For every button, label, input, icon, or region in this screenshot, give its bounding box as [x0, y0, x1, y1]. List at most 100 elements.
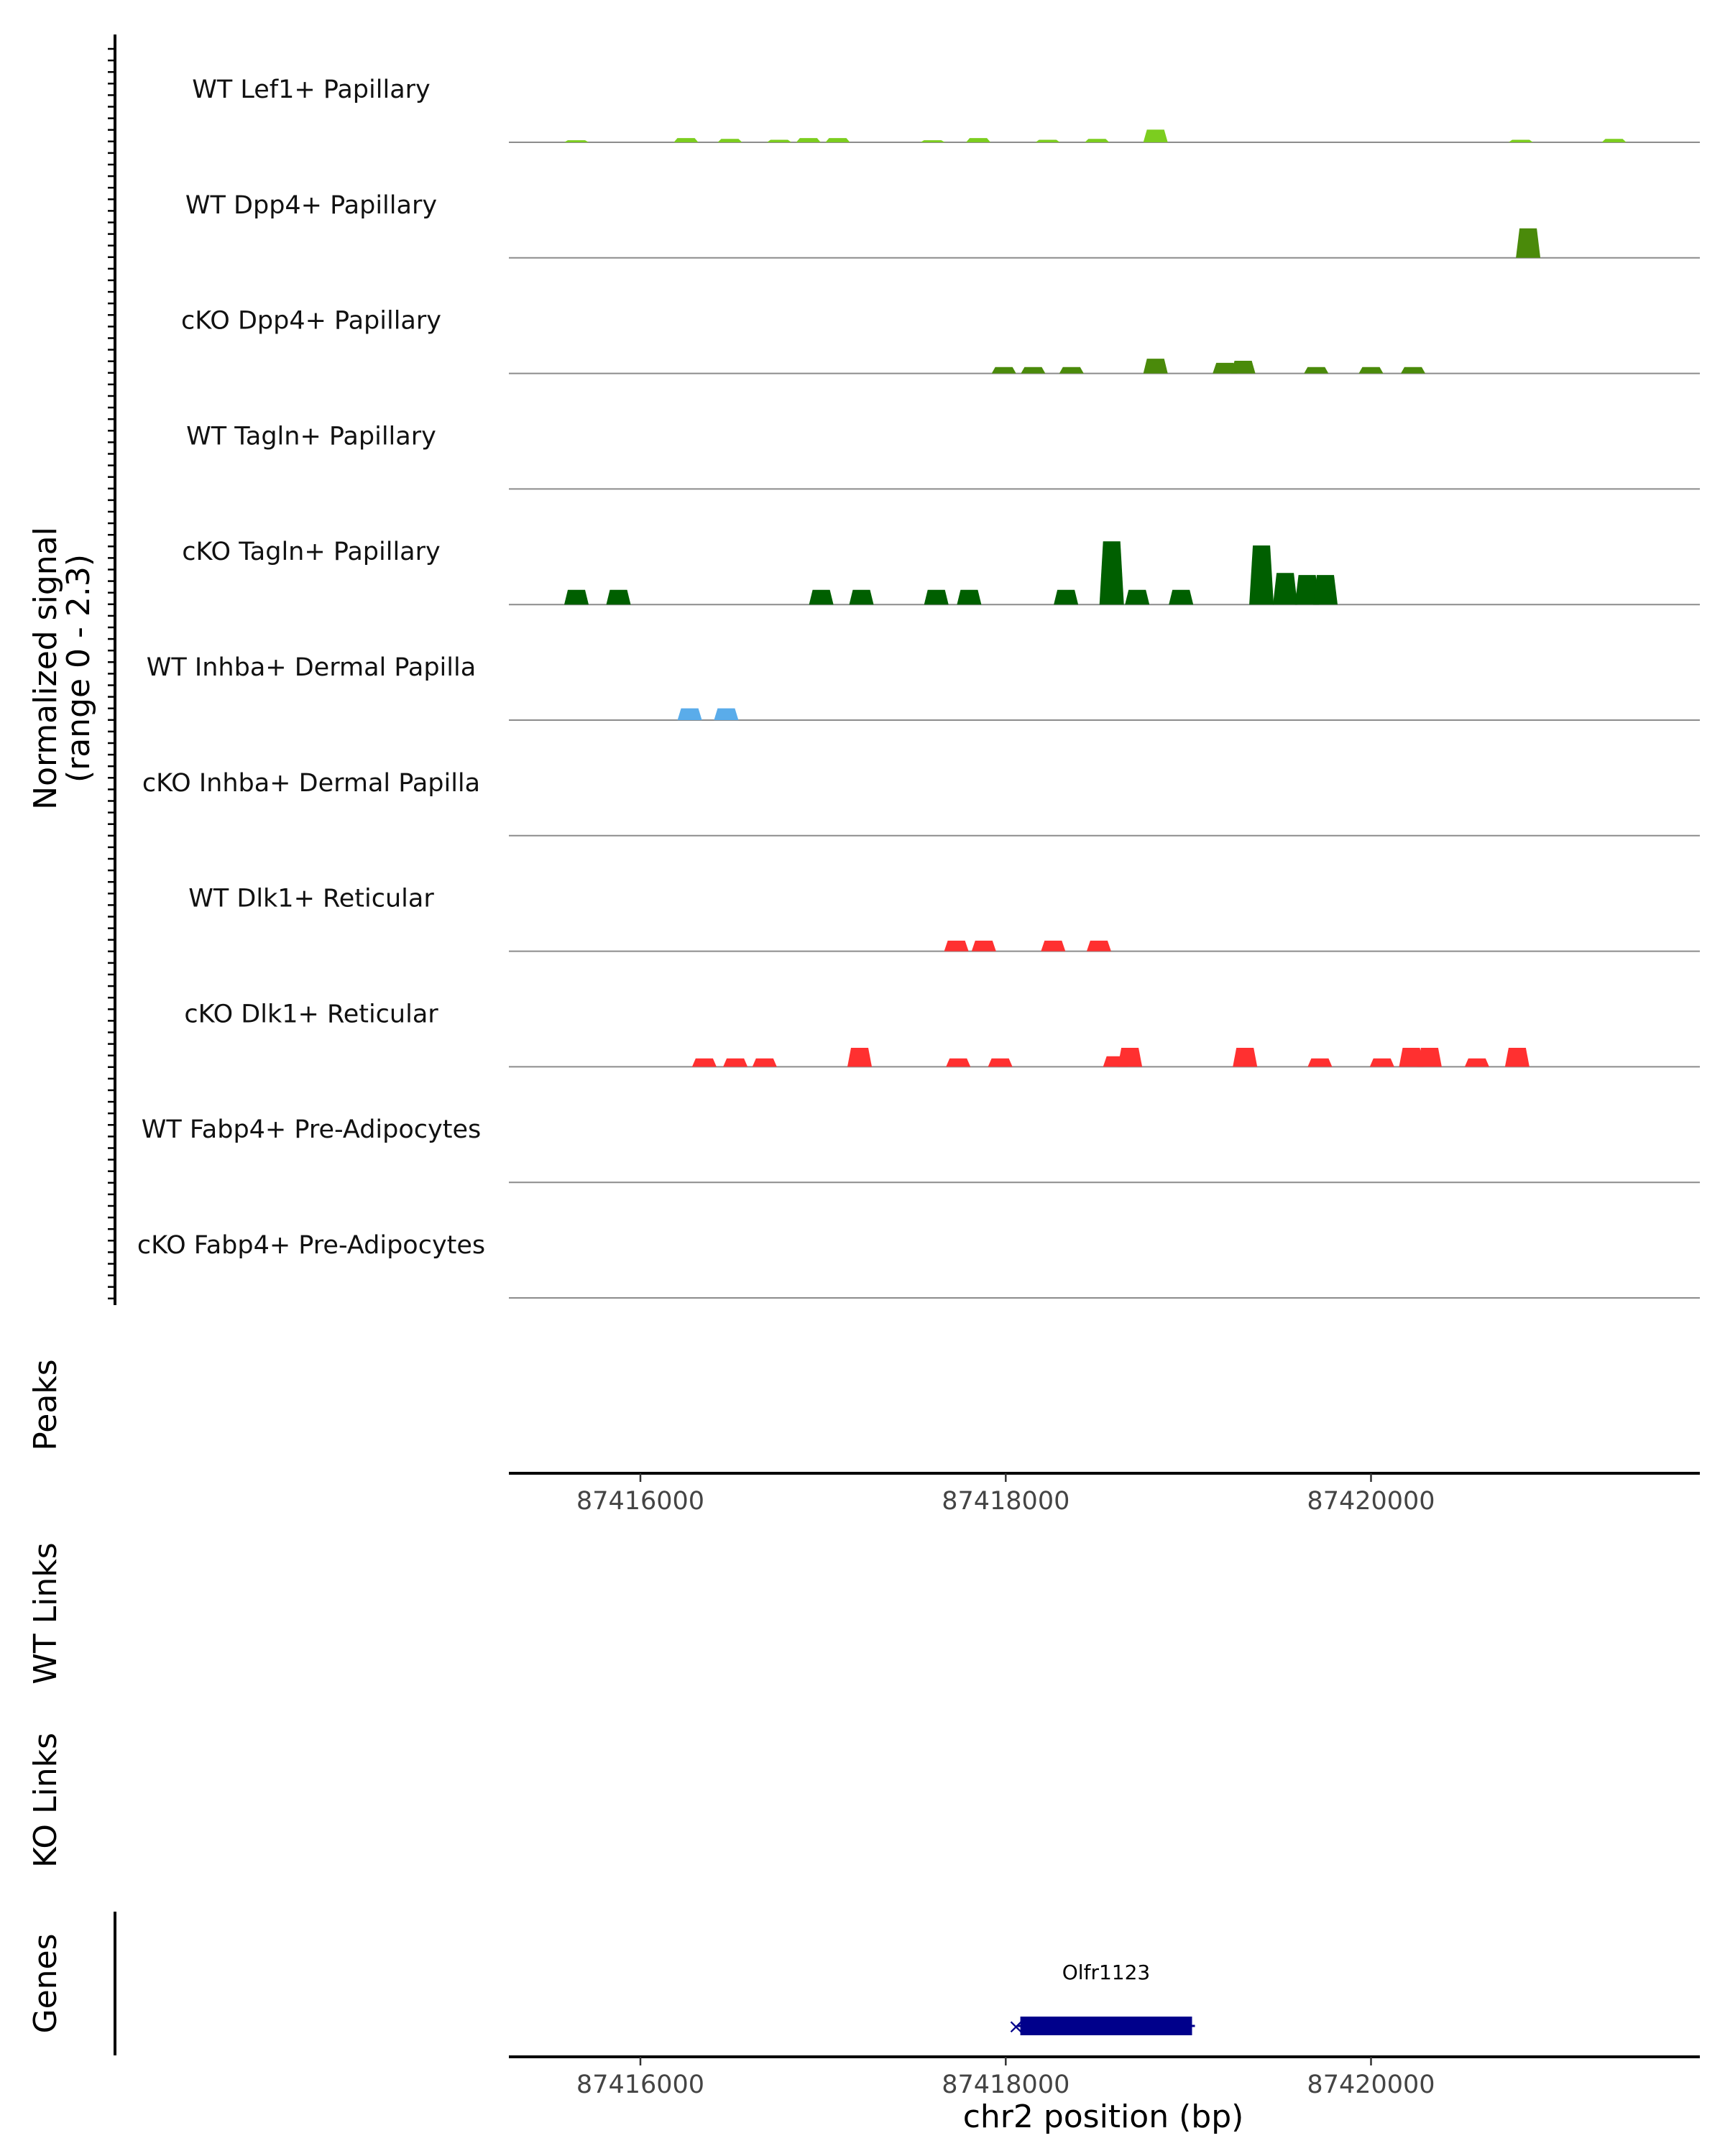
- track-wt-inhba-dermal-papilla: WT Inhba+ Dermal Papilla: [147, 653, 1700, 721]
- track-wt-dlk1-reticular: WT Dlk1+ Reticular: [188, 885, 1700, 952]
- signal-peak: [1213, 362, 1238, 374]
- signal-peak: [1059, 367, 1084, 374]
- x-tick-label: 87416000: [576, 2070, 704, 2099]
- signal-peak: [1294, 575, 1320, 605]
- coverage-tracks: WT Lef1+ Papillary WT Dpp4+ Papillary cKO …: [137, 75, 1700, 1299]
- signal-peak: [1230, 361, 1256, 374]
- signal-peak: [847, 1048, 872, 1067]
- signal-peak: [767, 139, 792, 142]
- track-cko-dpp4-papillary: cKO Dpp4+ Papillary: [181, 307, 1700, 374]
- signal-peak: [1169, 589, 1194, 605]
- signal-peak: [924, 589, 949, 605]
- signal-peak: [1307, 1058, 1333, 1067]
- signal-peak: [717, 139, 742, 142]
- signal-peak: [1021, 367, 1046, 374]
- gene-track: × Olfr1123: [1008, 1961, 1195, 2038]
- signal-peak: [564, 589, 589, 605]
- track-cko-tagln-papillary: cKO Tagln+ Papillary: [182, 538, 1700, 606]
- x-axis-title: chr2 position (bp): [963, 2099, 1244, 2135]
- signal-peak: [714, 708, 739, 720]
- signal-peak: [752, 1058, 777, 1067]
- track-label: WT Fabp4+ Pre-Adipocytes: [142, 1115, 481, 1144]
- signal-peak: [825, 138, 850, 142]
- x-tick-label: 87420000: [1307, 1487, 1435, 1516]
- x-tick-label: 87418000: [942, 2070, 1070, 2099]
- track-wt-dpp4-papillary: WT Dpp4+ Papillary: [185, 191, 1700, 259]
- signal-peak: [691, 1058, 717, 1067]
- signal-peak: [564, 140, 589, 142]
- track-label: WT Inhba+ Dermal Papilla: [147, 653, 476, 682]
- track-wt-lef1-papillary: WT Lef1+ Papillary: [192, 75, 1700, 143]
- gene-name-label: Olfr1123: [1062, 1961, 1150, 1984]
- track-cko-dlk1-reticular: cKO Dlk1+ Reticular: [184, 1000, 1700, 1068]
- signal-peak: [1099, 541, 1124, 605]
- signal-peak: [1508, 139, 1533, 142]
- track-cko-inhba-dermal-papilla: cKO Inhba+ Dermal Papilla: [142, 769, 1700, 837]
- signal-peak: [849, 589, 874, 605]
- track-label: cKO Inhba+ Dermal Papilla: [142, 769, 480, 798]
- signal-peak: [966, 138, 991, 142]
- signal-peak: [1249, 545, 1274, 605]
- y-axis-range: (range 0 - 2.3): [60, 554, 97, 783]
- y-axis-title: Normalized signal: [27, 527, 64, 810]
- track-label: cKO Dpp4+ Papillary: [181, 307, 441, 336]
- signal-peak: [946, 1058, 971, 1067]
- signal-peak: [1041, 940, 1066, 952]
- signal-peak: [1464, 1058, 1489, 1067]
- peaks-label: Peaks: [27, 1359, 64, 1450]
- signal-peak: [971, 940, 996, 952]
- signal-peak: [1086, 940, 1111, 952]
- x-axis-top: 87416000 87418000 87420000: [509, 1472, 1700, 1516]
- signal-peak: [1054, 589, 1079, 605]
- signal-peak: [1417, 1048, 1442, 1067]
- track-cko-fabp4-pre-adipocytes: cKO Fabp4+ Pre-Adipocytes: [137, 1231, 1700, 1299]
- signal-peak: [1118, 1048, 1143, 1067]
- signal-peak: [606, 589, 631, 605]
- signal-peak: [920, 140, 945, 142]
- signal-peak: [991, 367, 1016, 374]
- track-label: WT Lef1+ Papillary: [192, 75, 431, 104]
- signal-peak: [796, 138, 821, 142]
- signal-peak: [673, 138, 699, 142]
- x-tick-label: 87418000: [942, 1487, 1070, 1516]
- signal-peak: [944, 940, 969, 952]
- signal-peak: [1358, 367, 1384, 374]
- signal-peak: [1304, 367, 1329, 374]
- y-axis: [108, 34, 116, 1305]
- signal-peak: [1401, 367, 1425, 374]
- track-label: cKO Tagln+ Papillary: [182, 538, 441, 566]
- track-label: WT Tagln+ Papillary: [186, 422, 436, 451]
- signal-peak: [1504, 1048, 1530, 1067]
- signal-peak: [1601, 139, 1627, 142]
- signal-peak: [1143, 129, 1168, 142]
- signal-peak: [1233, 1048, 1258, 1067]
- ko-links-label: KO Links: [27, 1733, 64, 1868]
- signal-peak: [677, 708, 702, 720]
- signal-peak: [957, 589, 982, 605]
- signal-peak: [988, 1058, 1013, 1067]
- x-axis-bottom: 87416000 87418000 87420000: [509, 2055, 1700, 2099]
- gene-strand-marker: ×: [1008, 2014, 1024, 2038]
- signal-peak: [1369, 1058, 1394, 1067]
- signal-peak: [723, 1058, 748, 1067]
- signal-peak: [1143, 359, 1168, 374]
- track-wt-tagln-papillary: WT Tagln+ Papillary: [186, 422, 1700, 490]
- track-label: cKO Fabp4+ Pre-Adipocytes: [137, 1231, 485, 1260]
- wt-links-label: WT Links: [27, 1542, 64, 1684]
- signal-peak: [1273, 573, 1298, 605]
- track-label: WT Dlk1+ Reticular: [188, 885, 434, 913]
- signal-peak: [1516, 228, 1541, 258]
- track-label: WT Dpp4+ Papillary: [185, 191, 437, 220]
- signal-peak: [1125, 589, 1150, 605]
- signal-peak: [809, 589, 834, 605]
- signal-peak: [1399, 1048, 1424, 1067]
- track-label: cKO Dlk1+ Reticular: [184, 1000, 438, 1028]
- x-tick-label: 87420000: [1307, 2070, 1435, 2099]
- x-tick-label: 87416000: [576, 1487, 704, 1516]
- signal-peak: [1313, 575, 1338, 605]
- genes-label: Genes: [27, 1933, 64, 2033]
- signal-peak: [1085, 139, 1110, 142]
- track-wt-fabp4-pre-adipocytes: WT Fabp4+ Pre-Adipocytes: [142, 1115, 1700, 1184]
- signal-peak: [1035, 139, 1060, 142]
